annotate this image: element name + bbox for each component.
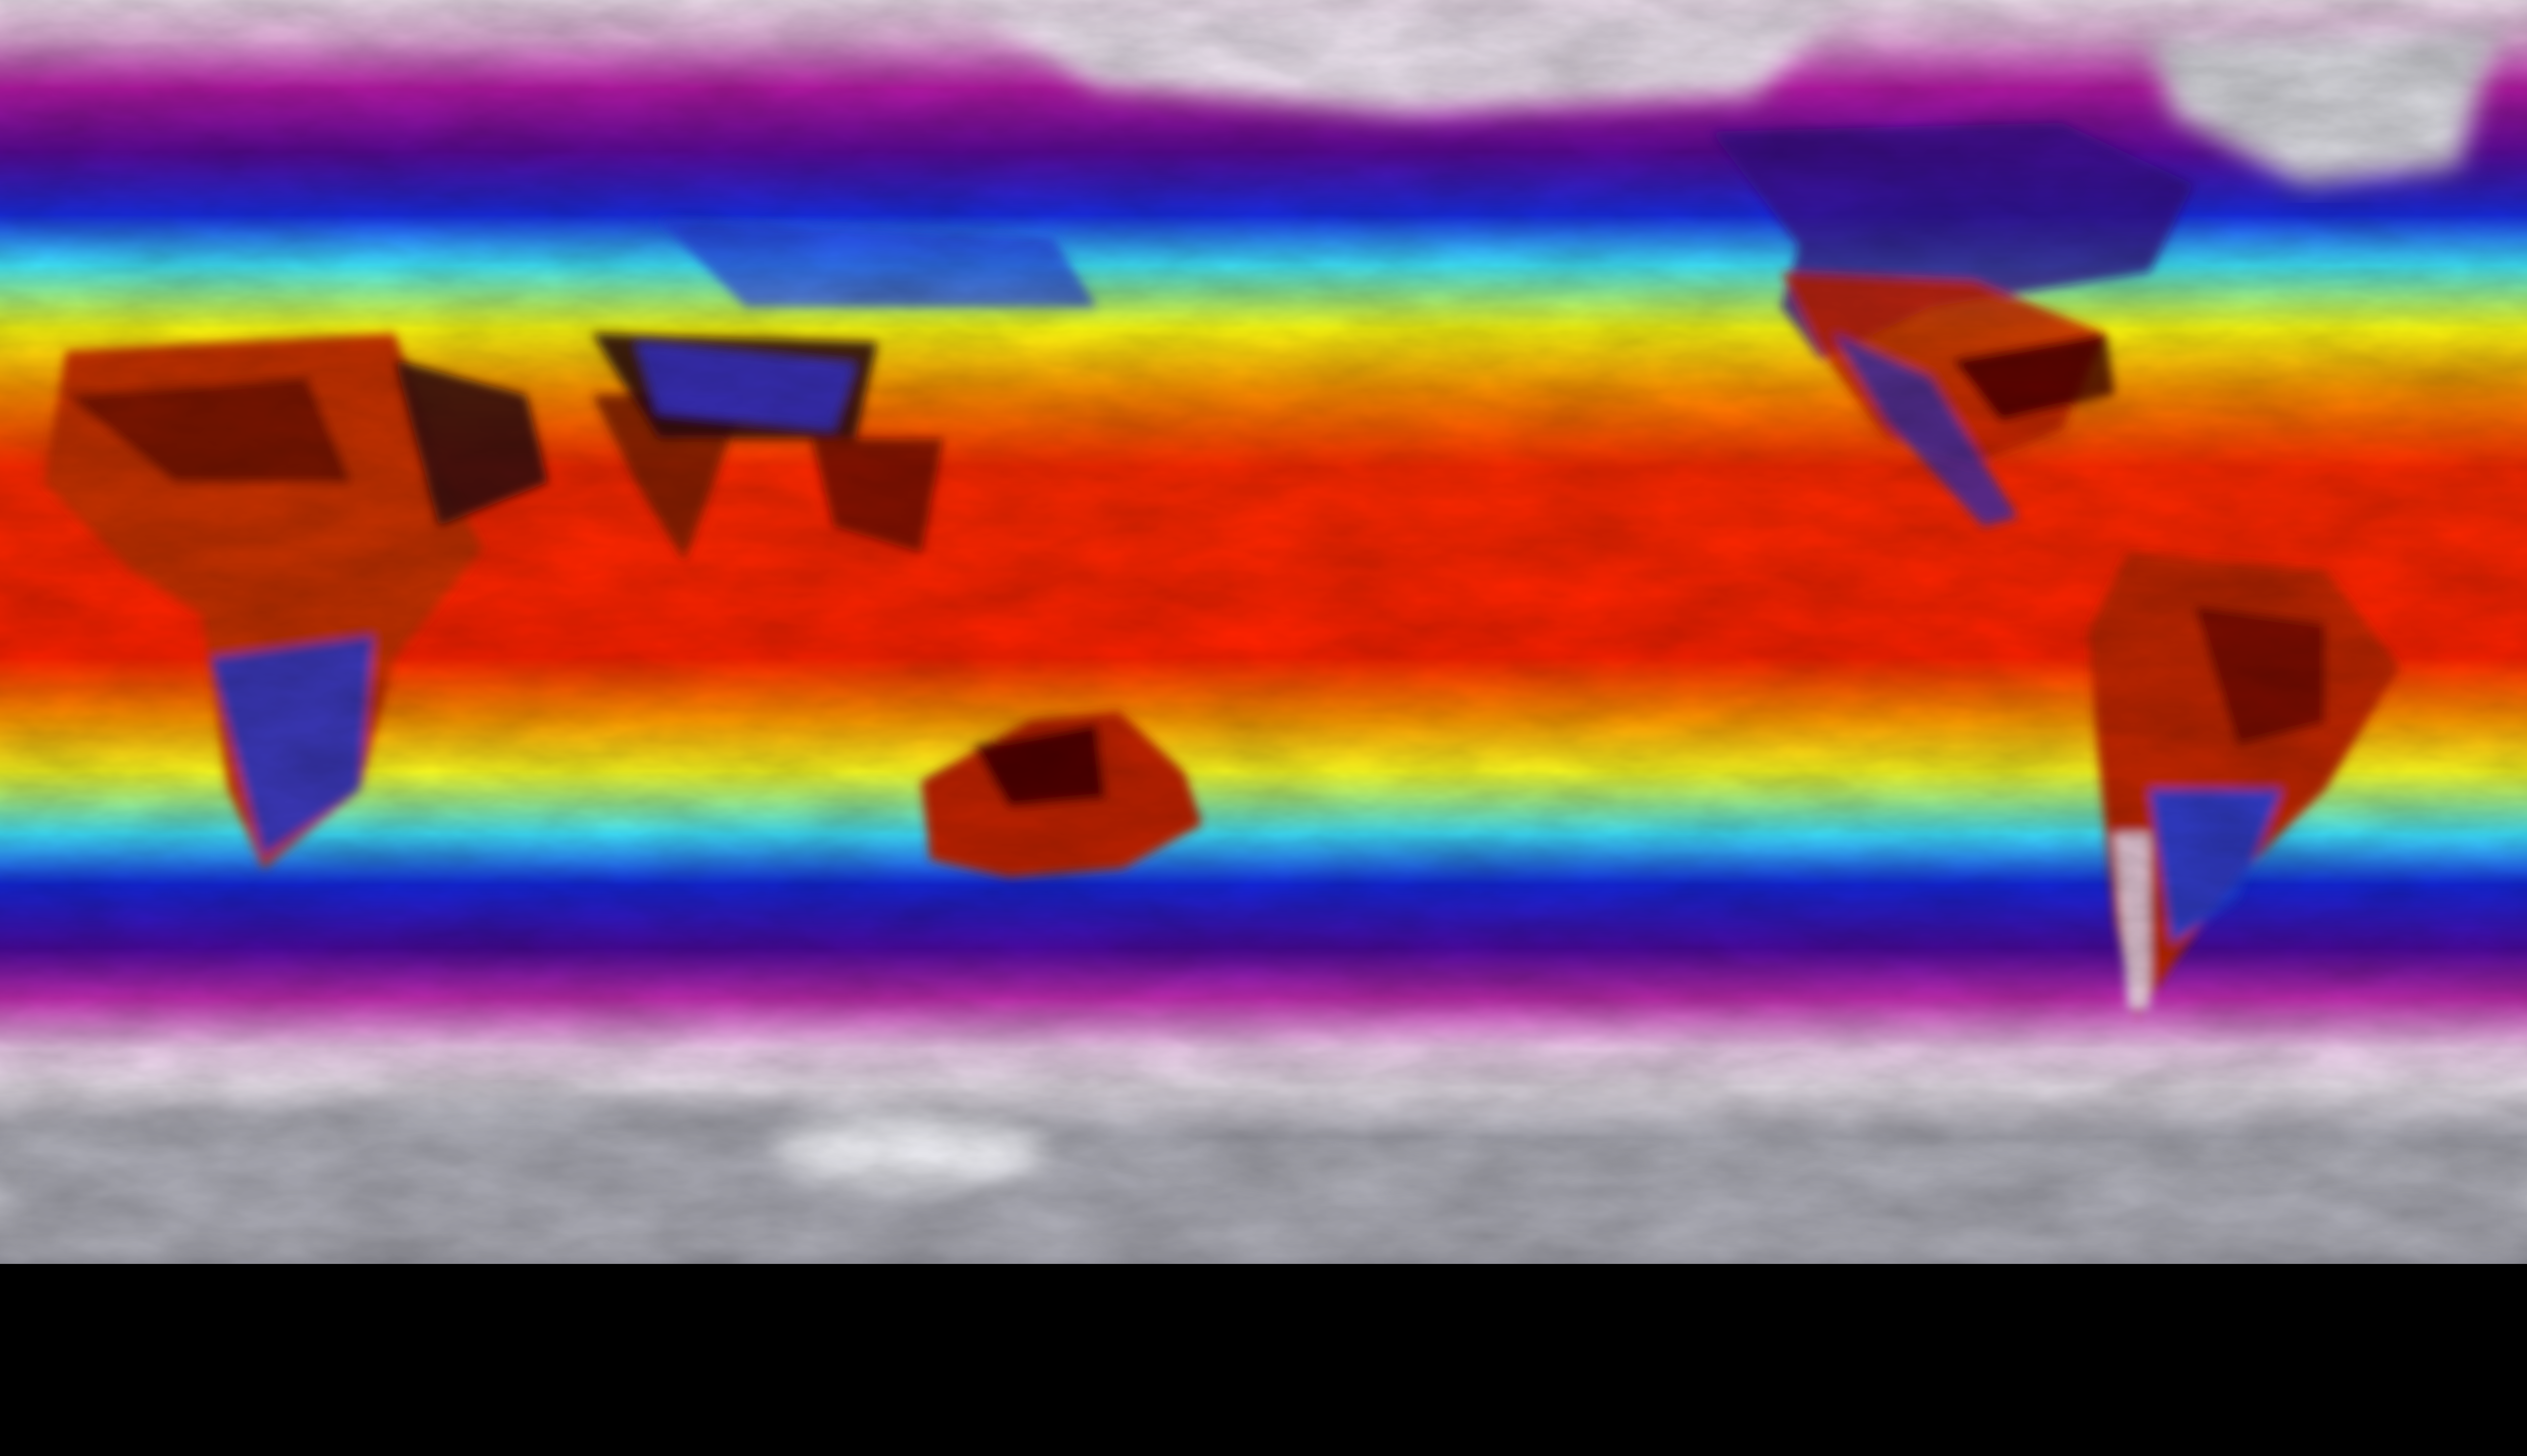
- temperature-map: [0, 0, 2527, 1264]
- texture-overlay: [0, 0, 2527, 1264]
